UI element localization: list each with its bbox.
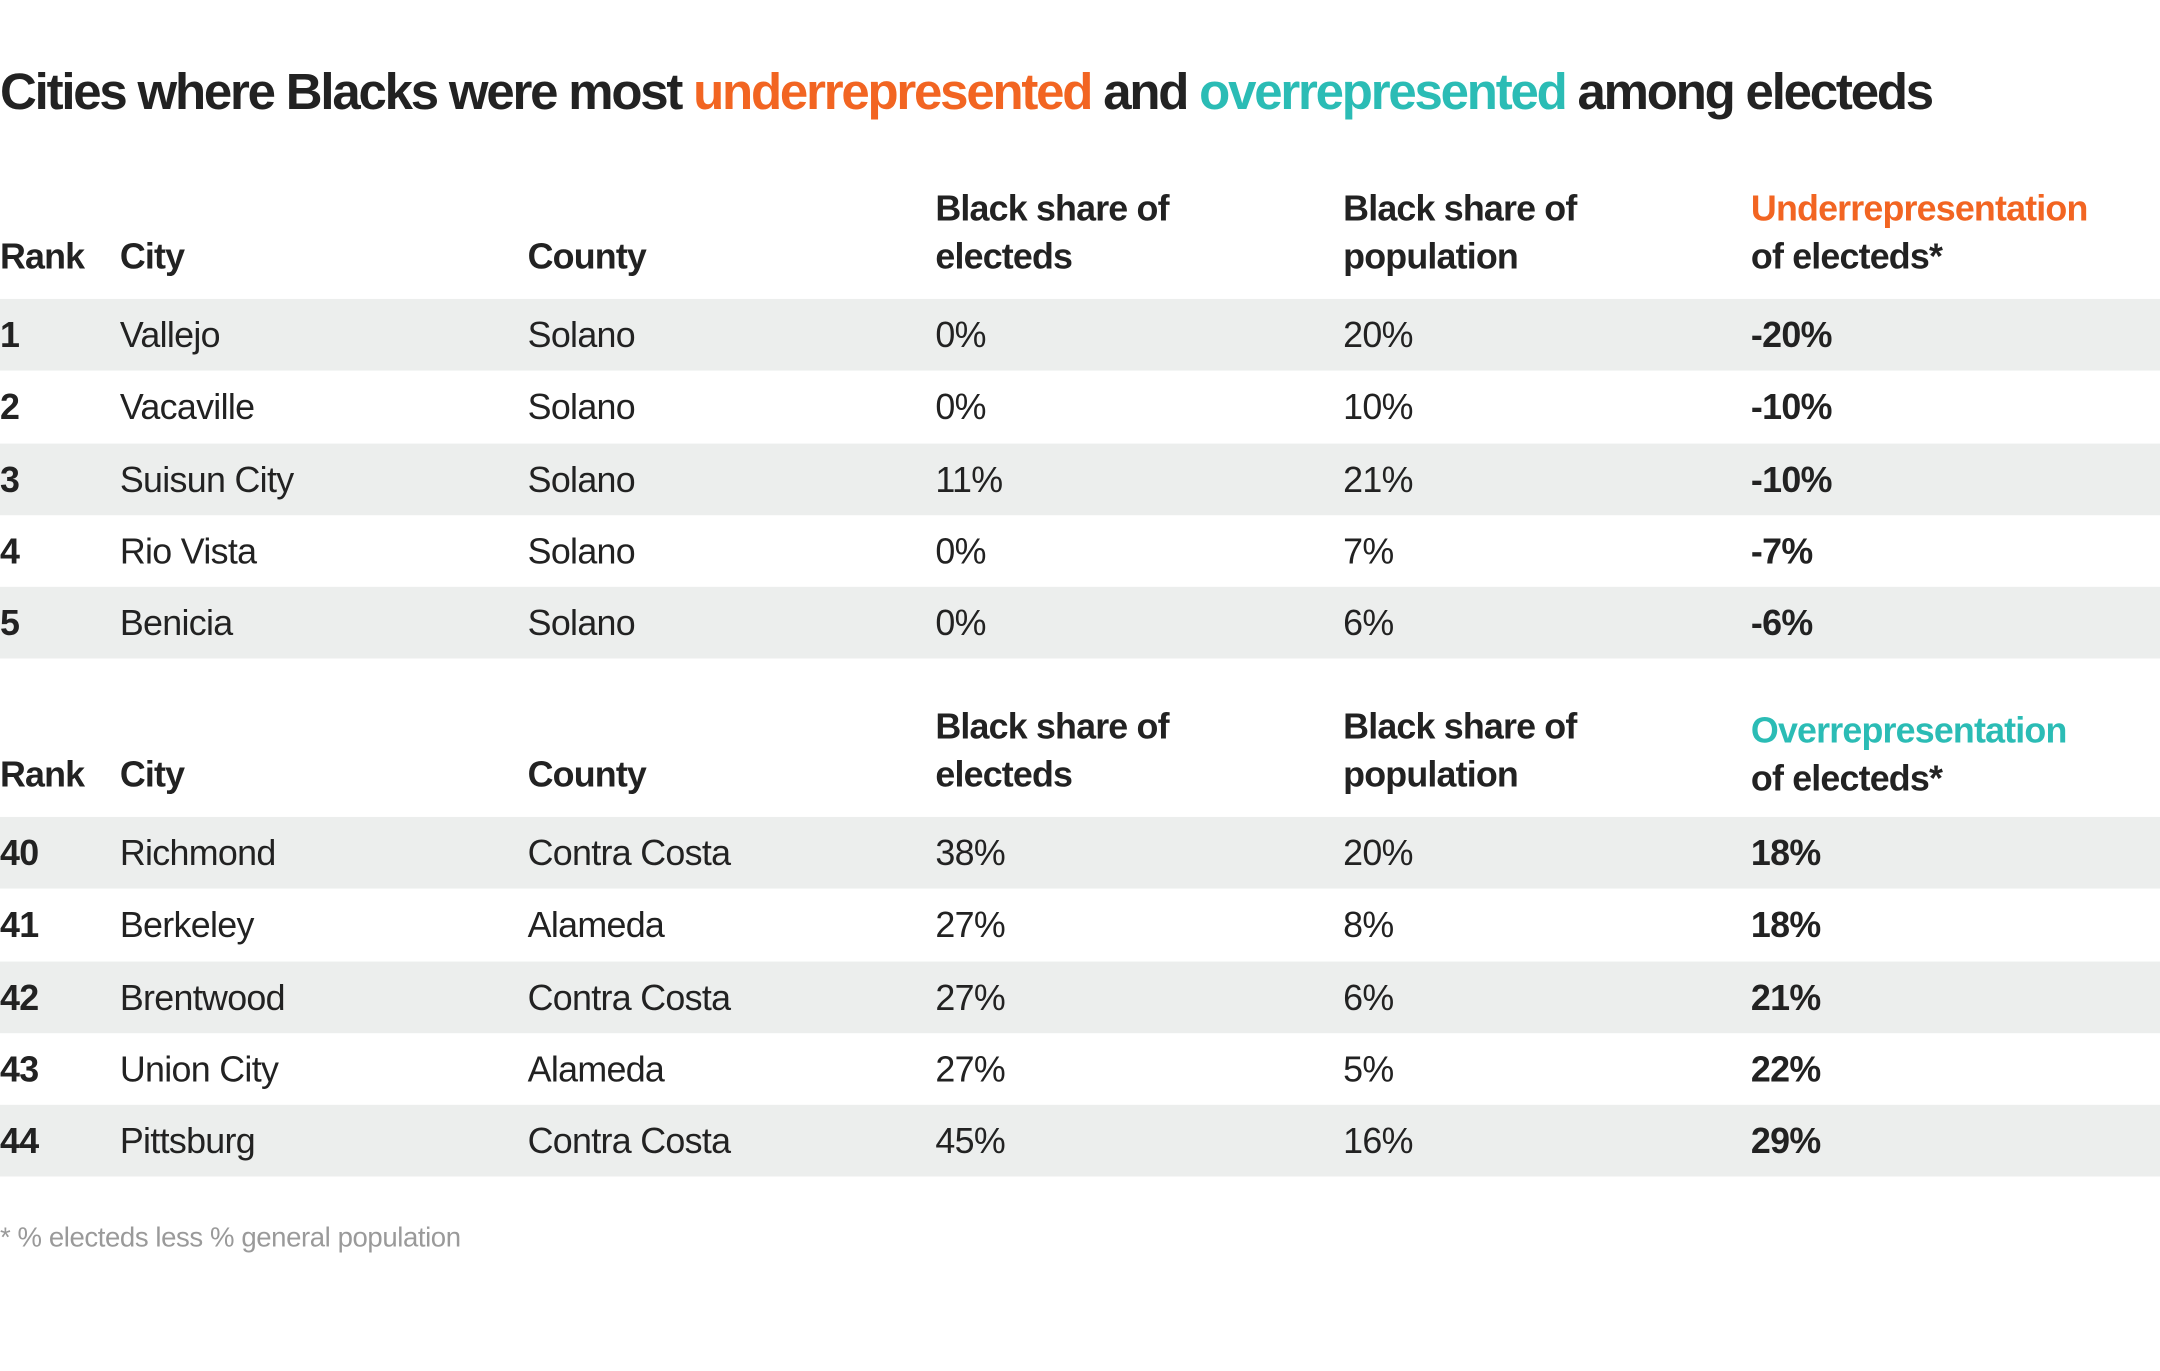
header-representation-gap: of electeds* (1750, 235, 1943, 277)
title-over: overrepresented (1199, 63, 1568, 120)
cell-black-share-electeds: 27% (935, 1048, 1006, 1090)
header-black-share-population: Black share of (1343, 705, 1577, 747)
cell-rank: 3 (0, 458, 20, 500)
table-row: 40 Richmond Contra Costa 38% 20% 18% (0, 816, 2160, 889)
cell-black-share-electeds: 27% (935, 976, 1006, 1018)
page-title: Cities where Blacks were most underrepre… (0, 63, 1935, 121)
cell-black-share-population: 7% (1343, 530, 1394, 572)
cell-city: Suisun City (119, 458, 294, 500)
cell-rank: 5 (0, 602, 20, 644)
table-row: 41 Berkeley Alameda 27% 8% 18% (0, 889, 2160, 961)
cell-county: Solano (527, 530, 636, 572)
table-row: 3 Suisun City Solano 11% 21% -10% (0, 442, 2160, 515)
cell-representation-gap: 29% (1750, 1119, 1821, 1162)
cell-city: Union City (119, 1048, 279, 1090)
table-row: 4 Rio Vista Solano 0% 7% -7% (0, 515, 2160, 587)
cell-representation-gap: 21% (1750, 976, 1821, 1018)
cell-black-share-population: 6% (1343, 976, 1394, 1018)
table-row: 44 Pittsburg Contra Costa 45% 16% 29% (0, 1104, 2160, 1177)
title-text: Cities where Blacks were most (0, 63, 694, 120)
cell-rank: 1 (0, 314, 20, 356)
header-representation-gap: of electeds* (1750, 757, 1943, 800)
cell-black-share-population: 21% (1343, 458, 1413, 500)
header-black-share-electeds: Black share of (935, 705, 1169, 747)
cell-city: Pittsburg (119, 1119, 256, 1162)
table-row: 42 Brentwood Contra Costa 27% 6% 21% (0, 960, 2160, 1033)
cell-county: Solano (527, 314, 636, 356)
cell-black-share-population: 20% (1343, 314, 1413, 356)
cell-black-share-population: 5% (1343, 1048, 1394, 1090)
header-black-share-population: Black share of (1343, 187, 1577, 229)
cell-city: Benicia (119, 602, 233, 644)
cell-representation-gap: 22% (1750, 1048, 1821, 1090)
cell-black-share-population: 20% (1343, 832, 1413, 874)
cell-rank: 44 (0, 1119, 39, 1162)
cell-county: Contra Costa (527, 1119, 731, 1162)
cell-rank: 2 (0, 386, 20, 428)
cell-county: Alameda (527, 904, 665, 946)
cell-representation-gap: -6% (1750, 602, 1813, 644)
cell-black-share-electeds: 0% (935, 602, 986, 644)
header-county: County (527, 753, 647, 795)
header-city: City (119, 235, 185, 277)
header-representation-gap: Overrepresentation (1750, 709, 2067, 751)
title-text: among electeds (1565, 63, 1935, 120)
cell-county: Solano (527, 602, 636, 644)
cell-city: Rio Vista (119, 530, 257, 572)
header-black-share-electeds: Black share of (935, 187, 1169, 229)
cell-representation-gap: -10% (1750, 386, 1833, 428)
cell-city: Berkeley (119, 904, 255, 946)
table-row: 2 Vacaville Solano 0% 10% -10% (0, 371, 2160, 443)
header-representation-gap: Underrepresentation (1750, 187, 2088, 229)
cell-black-share-population: 10% (1343, 386, 1413, 428)
cell-black-share-electeds: 0% (935, 314, 986, 356)
cell-county: Contra Costa (527, 976, 731, 1018)
cell-rank: 43 (0, 1048, 39, 1090)
cell-city: Brentwood (119, 976, 286, 1018)
cell-rank: 41 (0, 904, 39, 946)
cell-black-share-electeds: 27% (935, 904, 1006, 946)
cell-rank: 42 (0, 976, 39, 1018)
cell-representation-gap: -7% (1750, 530, 1813, 572)
cell-black-share-electeds: 0% (935, 530, 986, 572)
cell-representation-gap: -20% (1750, 314, 1833, 356)
cell-black-share-electeds: 45% (935, 1119, 1006, 1162)
cell-representation-gap: -10% (1750, 458, 1833, 500)
table-row: 5 Benicia Solano 0% 6% -6% (0, 586, 2160, 659)
header-black-share-population: population (1343, 753, 1519, 795)
cell-black-share-population: 16% (1343, 1119, 1413, 1162)
cell-black-share-population: 6% (1343, 602, 1394, 644)
cell-representation-gap: 18% (1750, 904, 1821, 946)
cell-county: Alameda (527, 1048, 665, 1090)
cell-black-share-electeds: 38% (935, 832, 1006, 874)
table-row: 1 Vallejo Solano 0% 20% -20% (0, 298, 2160, 371)
cell-black-share-population: 8% (1343, 904, 1394, 946)
table-row: 43 Union City Alameda 27% 5% 22% (0, 1033, 2160, 1105)
title-text: and (1091, 63, 1200, 120)
cell-rank: 40 (0, 832, 39, 874)
cell-representation-gap: 18% (1750, 832, 1821, 874)
header-county: County (527, 235, 647, 277)
title-under: underrepresented (693, 63, 1093, 120)
cell-city: Vacaville (119, 386, 255, 428)
header-rank: Rank (0, 753, 85, 795)
cell-county: Solano (527, 386, 636, 428)
cell-city: Richmond (119, 832, 276, 874)
header-black-share-electeds: electeds (935, 753, 1073, 795)
cell-county: Solano (527, 458, 636, 500)
header-black-share-electeds: electeds (935, 235, 1073, 277)
footnote: * % electeds less % general population (0, 1223, 461, 1254)
cell-black-share-electeds: 0% (935, 386, 986, 428)
header-black-share-population: population (1343, 235, 1519, 277)
header-city: City (119, 753, 185, 795)
header-rank: Rank (0, 235, 85, 277)
cell-rank: 4 (0, 530, 20, 572)
cell-city: Vallejo (119, 314, 221, 356)
cell-black-share-electeds: 11% (935, 458, 1003, 500)
cell-county: Contra Costa (527, 832, 731, 874)
